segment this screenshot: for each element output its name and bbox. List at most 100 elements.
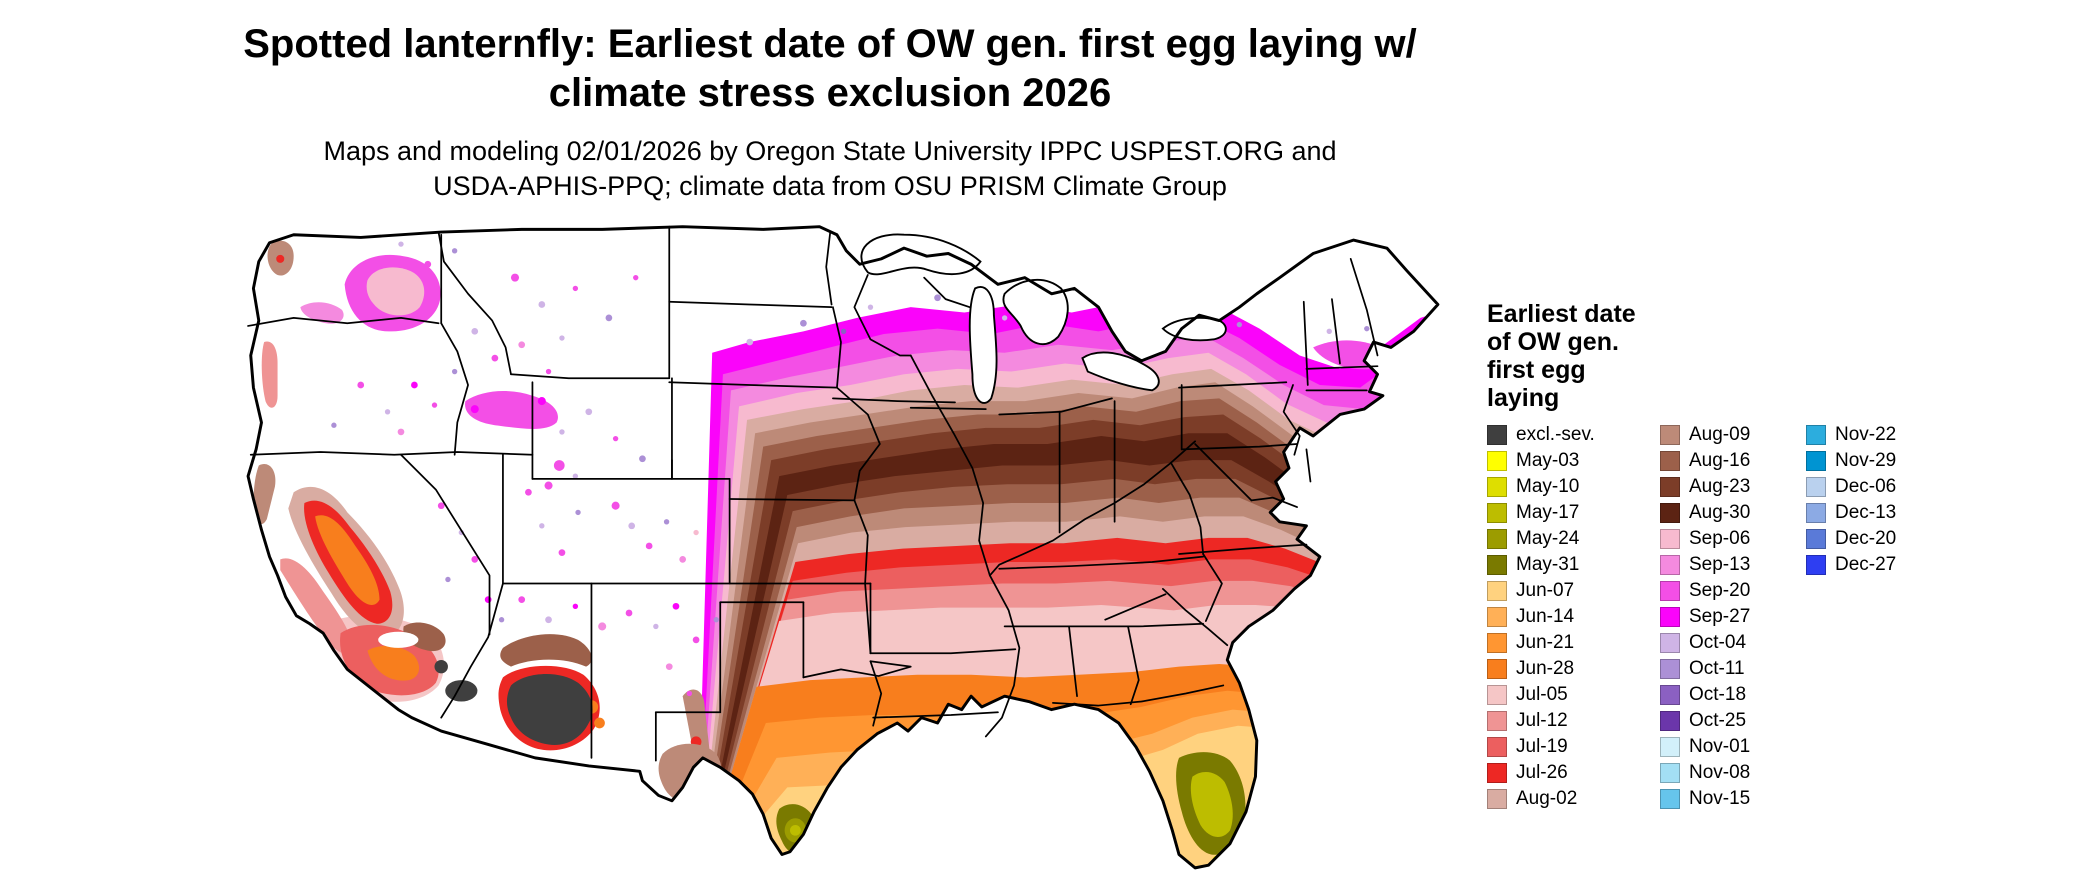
legend-swatch-nov15 (1660, 789, 1680, 809)
map-shape (872, 711, 999, 719)
map-shape (357, 381, 365, 389)
legend-swatch-jul05 (1487, 685, 1507, 705)
legend-swatch-nov22 (1806, 425, 1826, 445)
map-shape (367, 645, 420, 681)
legend-title-line: of OW gen. (1487, 328, 1619, 356)
map-shape (639, 455, 646, 463)
legend-row: Aug-30 (1660, 500, 1806, 526)
legend-label: Oct-25 (1689, 710, 1747, 731)
map-shape (451, 368, 458, 375)
legend-label: May-31 (1516, 554, 1580, 575)
map-shape (537, 397, 546, 406)
map-shape (431, 402, 438, 408)
map-shape (471, 556, 479, 563)
map-shape (525, 488, 532, 496)
map-shape (840, 328, 847, 334)
legend-label: Jun-07 (1516, 580, 1575, 601)
us-map (246, 225, 1440, 870)
us-outline (246, 225, 1440, 870)
legend-label: Oct-04 (1689, 632, 1747, 653)
legend-row: Sep-20 (1660, 578, 1806, 604)
map-shape (384, 409, 391, 415)
legend-swatch-sep27 (1660, 607, 1680, 627)
map-shape (553, 460, 565, 471)
map-shape (909, 406, 987, 410)
legend-row: Sep-13 (1660, 552, 1806, 578)
map-shape (746, 338, 754, 346)
map-shape (800, 319, 807, 327)
map-shape (518, 596, 526, 603)
map-shape (605, 314, 613, 322)
map-shape (713, 617, 719, 623)
map-shape (400, 453, 491, 636)
legend-row: Oct-18 (1660, 682, 1806, 708)
legend-swatch-dec06 (1806, 477, 1826, 497)
legend-label: Aug-30 (1689, 502, 1751, 523)
map-shape (1003, 622, 1205, 628)
map-shape (832, 306, 842, 389)
legend-row: Aug-09 (1660, 422, 1806, 448)
legend-row: May-31 (1487, 552, 1660, 578)
legend-label: Aug-16 (1689, 450, 1751, 471)
legend-swatch-jul19 (1487, 737, 1507, 757)
map-shape (934, 294, 941, 302)
title-line-1: Spotted lanternfly: Earliest date of OW … (243, 22, 1417, 66)
map-shape (411, 381, 418, 389)
map-shape (1052, 684, 1225, 707)
legend-row: Sep-27 (1660, 604, 1806, 630)
map-shape (1194, 443, 1253, 502)
legend-label: May-17 (1516, 502, 1580, 523)
legend-label: Jul-05 (1516, 684, 1568, 705)
legend-swatch-nov01 (1660, 737, 1680, 757)
map-shape (276, 254, 285, 263)
lake-michigan (968, 286, 998, 404)
map-shape (836, 386, 881, 502)
pacific-northwest-patches (261, 240, 558, 429)
map-shape (1178, 381, 1288, 389)
map-shape (539, 523, 545, 529)
map-shape (1282, 384, 1301, 456)
legend-row: Jun-14 (1487, 604, 1660, 630)
legend-label: Dec-13 (1835, 502, 1897, 523)
map-shape (909, 354, 1021, 738)
map-shape (1305, 448, 1312, 483)
map-shape (1326, 328, 1332, 334)
map-shape (331, 422, 337, 428)
map-shape (559, 429, 565, 435)
legend-title-line: Earliest date (1487, 300, 1636, 328)
map-shape (545, 616, 552, 624)
subtitle-line-1: Maps and modeling 02/01/2026 by Oregon S… (323, 135, 1337, 166)
california-patches (253, 464, 478, 702)
legend-row: Jun-07 (1487, 578, 1660, 604)
map-shape (398, 241, 404, 247)
map-shape (1109, 291, 1115, 297)
mountain-west-speckles (331, 241, 719, 697)
legend-row: Jul-19 (1487, 734, 1660, 760)
map-shape (869, 660, 883, 727)
map-shape (440, 322, 469, 456)
legend-row: excl.-sev. (1487, 422, 1660, 448)
legend-swatch-sep20 (1660, 581, 1680, 601)
map-shape (1170, 461, 1205, 555)
map-shape (1364, 325, 1370, 332)
legend-label: Sep-06 (1689, 528, 1751, 549)
map-shape (498, 617, 505, 623)
legend-column-2: Aug-09 Aug-16 Aug-23 Aug-30 Sep-06 Sep-13 Sep-… (1660, 422, 1806, 812)
map-shape (853, 274, 912, 357)
map-shape (572, 473, 579, 479)
legend-row: Jun-21 (1487, 630, 1660, 656)
legend-row: Oct-25 (1660, 708, 1806, 734)
legend-column-1: excl.-sev. May-03 May-10 May-17 May-24 May-31… (1487, 422, 1660, 812)
map-shape (366, 267, 425, 316)
map-shape (1180, 443, 1298, 451)
legend-label: Jul-26 (1516, 762, 1568, 783)
legend-row: Nov-22 (1806, 422, 1956, 448)
legend-swatch-sep06 (1660, 529, 1680, 549)
legend-row: May-10 (1487, 474, 1660, 500)
map-shape (397, 428, 405, 436)
legend-swatch-oct25 (1660, 711, 1680, 731)
map-shape (679, 556, 687, 563)
legend-row: May-03 (1487, 448, 1660, 474)
map-shape (1302, 300, 1309, 386)
map-shape (1001, 315, 1008, 321)
